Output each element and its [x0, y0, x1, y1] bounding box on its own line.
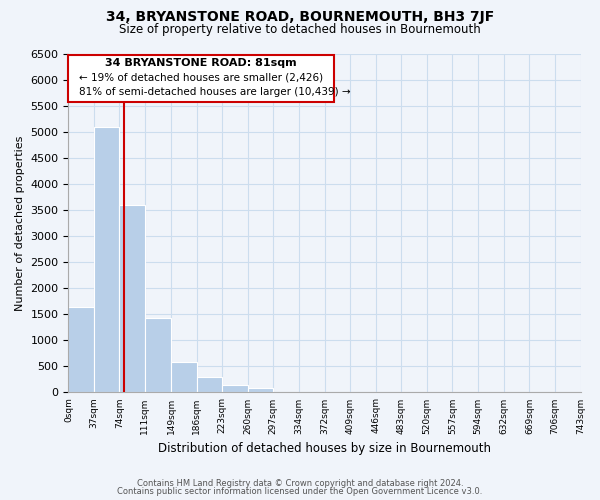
Bar — [68, 306, 94, 392]
Text: 81% of semi-detached houses are larger (10,439) →: 81% of semi-detached houses are larger (… — [79, 87, 350, 97]
Text: 34 BRYANSTONE ROAD: 81sqm: 34 BRYANSTONE ROAD: 81sqm — [105, 58, 296, 68]
Bar — [145, 318, 171, 392]
Bar — [94, 127, 119, 392]
X-axis label: Distribution of detached houses by size in Bournemouth: Distribution of detached houses by size … — [158, 442, 491, 455]
Bar — [119, 205, 145, 392]
Text: Contains public sector information licensed under the Open Government Licence v3: Contains public sector information licen… — [118, 487, 482, 496]
Text: ← 19% of detached houses are smaller (2,426): ← 19% of detached houses are smaller (2,… — [79, 72, 323, 82]
Text: 34, BRYANSTONE ROAD, BOURNEMOUTH, BH3 7JF: 34, BRYANSTONE ROAD, BOURNEMOUTH, BH3 7J… — [106, 10, 494, 24]
Bar — [171, 362, 197, 392]
Bar — [222, 384, 248, 392]
Text: Contains HM Land Registry data © Crown copyright and database right 2024.: Contains HM Land Registry data © Crown c… — [137, 478, 463, 488]
FancyBboxPatch shape — [68, 55, 334, 102]
Text: Size of property relative to detached houses in Bournemouth: Size of property relative to detached ho… — [119, 22, 481, 36]
Y-axis label: Number of detached properties: Number of detached properties — [15, 136, 25, 311]
Bar — [248, 388, 273, 392]
Bar — [197, 377, 222, 392]
